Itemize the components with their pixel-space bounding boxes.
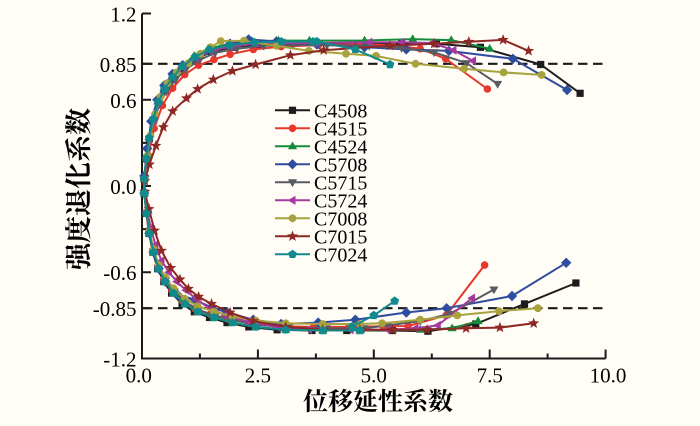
svg-text:C7015: C7015 <box>314 226 367 248</box>
svg-text:2.5: 2.5 <box>245 364 271 388</box>
svg-text:0.85: 0.85 <box>100 53 137 77</box>
svg-text:-0.6: -0.6 <box>103 261 136 285</box>
svg-text:-0.85: -0.85 <box>93 297 137 321</box>
svg-text:C5724: C5724 <box>314 190 367 212</box>
svg-text:C7008: C7008 <box>314 208 367 230</box>
svg-text:10.0: 10.0 <box>590 364 627 388</box>
svg-text:0.0: 0.0 <box>110 175 136 199</box>
svg-text:0.6: 0.6 <box>110 89 136 113</box>
svg-text:C5708: C5708 <box>314 154 367 176</box>
svg-text:C4524: C4524 <box>314 136 367 158</box>
svg-text:7.5: 7.5 <box>477 364 503 388</box>
svg-text:C5715: C5715 <box>314 172 367 194</box>
svg-text:1.2: 1.2 <box>110 3 136 27</box>
svg-text:C4515: C4515 <box>314 118 367 140</box>
svg-text:5.0: 5.0 <box>361 364 387 388</box>
svg-text:-1.2: -1.2 <box>103 348 136 372</box>
svg-text:C4508: C4508 <box>314 100 367 122</box>
svg-text:C7024: C7024 <box>314 244 367 266</box>
svg-text:0.0: 0.0 <box>126 364 152 388</box>
